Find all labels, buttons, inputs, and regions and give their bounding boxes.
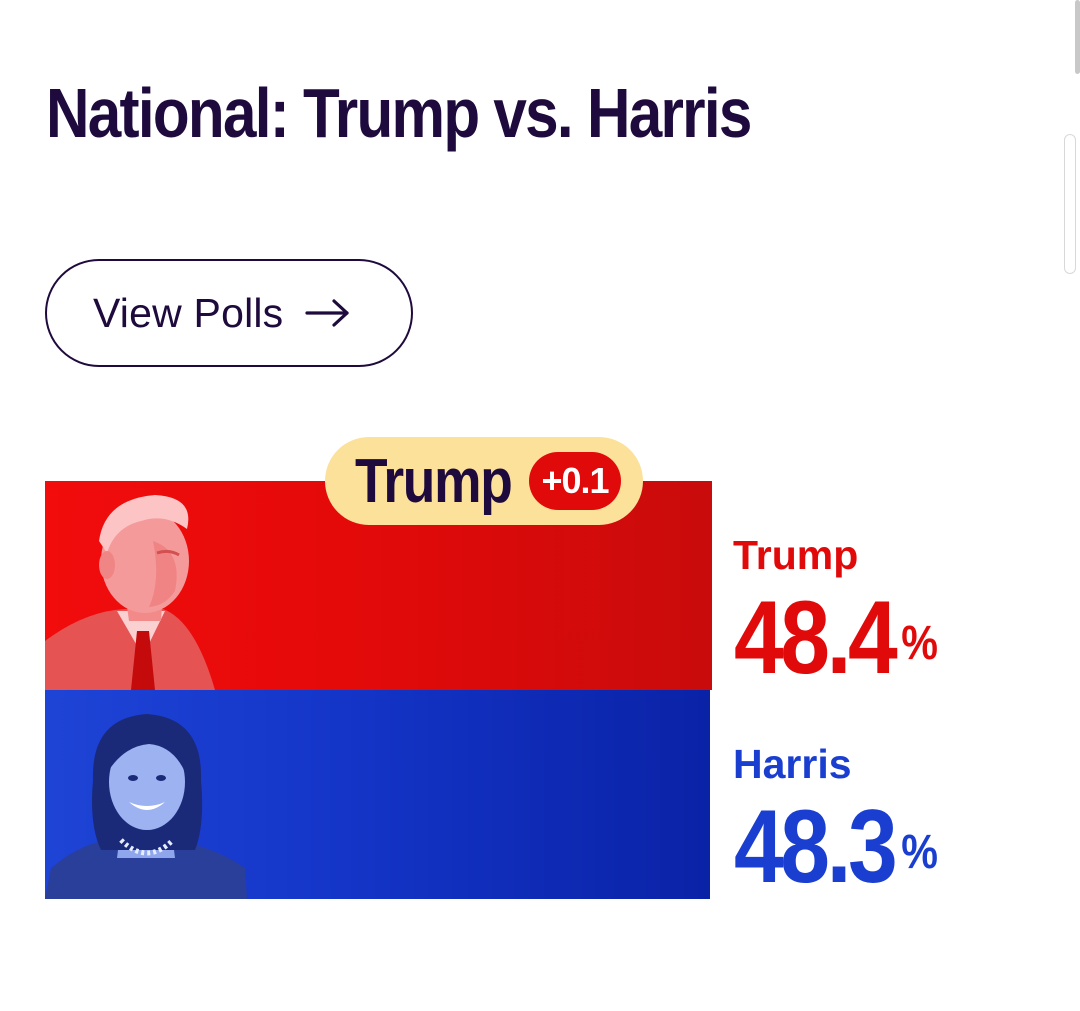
harris-percentage: 48.3% — [734, 795, 938, 899]
inner-scrollbar[interactable] — [1064, 134, 1076, 274]
view-polls-button[interactable]: View Polls — [45, 259, 413, 367]
trump-percentage: 48.4% — [734, 586, 938, 690]
trump-name-label: Trump — [733, 532, 859, 578]
page-title: National: Trump vs. Harris — [46, 74, 752, 152]
leader-name: Trump — [355, 446, 513, 516]
trump-percent-sign: % — [901, 617, 938, 670]
trump-percentage-value: 48.4 — [734, 580, 898, 696]
trump-portrait — [45, 495, 215, 690]
scrollbar-thumb[interactable] — [1075, 0, 1080, 74]
leader-badge: Trump +0.1 — [325, 437, 643, 525]
harris-portrait — [45, 714, 247, 899]
arrow-right-icon — [305, 299, 349, 327]
view-polls-label: View Polls — [93, 289, 284, 336]
harris-percentage-value: 48.3 — [734, 789, 898, 905]
harris-bar — [45, 690, 710, 899]
harris-percent-sign: % — [901, 826, 938, 879]
harris-name-label: Harris — [733, 741, 852, 787]
lead-margin-pill: +0.1 — [529, 452, 621, 510]
